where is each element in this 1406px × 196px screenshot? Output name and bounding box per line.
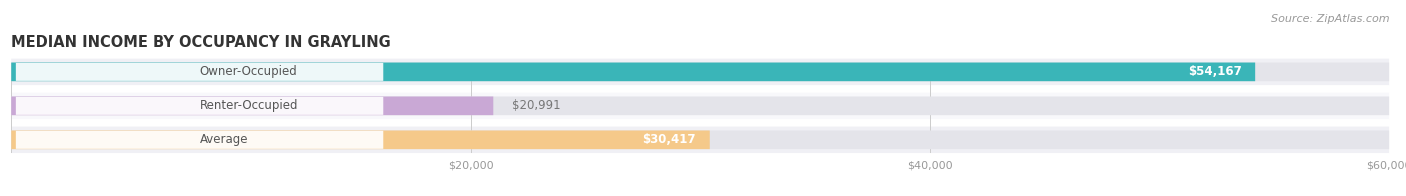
FancyBboxPatch shape bbox=[11, 96, 494, 115]
Text: $30,417: $30,417 bbox=[643, 133, 696, 146]
FancyBboxPatch shape bbox=[11, 63, 1389, 81]
Text: Source: ZipAtlas.com: Source: ZipAtlas.com bbox=[1271, 14, 1389, 24]
FancyBboxPatch shape bbox=[11, 96, 1389, 115]
FancyBboxPatch shape bbox=[15, 63, 384, 81]
FancyBboxPatch shape bbox=[15, 131, 384, 149]
Text: Average: Average bbox=[200, 133, 247, 146]
Text: $54,167: $54,167 bbox=[1188, 65, 1241, 78]
FancyBboxPatch shape bbox=[11, 59, 1389, 85]
Text: $20,991: $20,991 bbox=[512, 99, 561, 112]
FancyBboxPatch shape bbox=[11, 131, 710, 149]
FancyBboxPatch shape bbox=[11, 131, 1389, 149]
FancyBboxPatch shape bbox=[11, 127, 1389, 153]
FancyBboxPatch shape bbox=[11, 63, 1256, 81]
FancyBboxPatch shape bbox=[11, 93, 1389, 119]
Text: MEDIAN INCOME BY OCCUPANCY IN GRAYLING: MEDIAN INCOME BY OCCUPANCY IN GRAYLING bbox=[11, 34, 391, 50]
Text: Owner-Occupied: Owner-Occupied bbox=[200, 65, 297, 78]
Text: Renter-Occupied: Renter-Occupied bbox=[200, 99, 298, 112]
FancyBboxPatch shape bbox=[15, 97, 384, 115]
